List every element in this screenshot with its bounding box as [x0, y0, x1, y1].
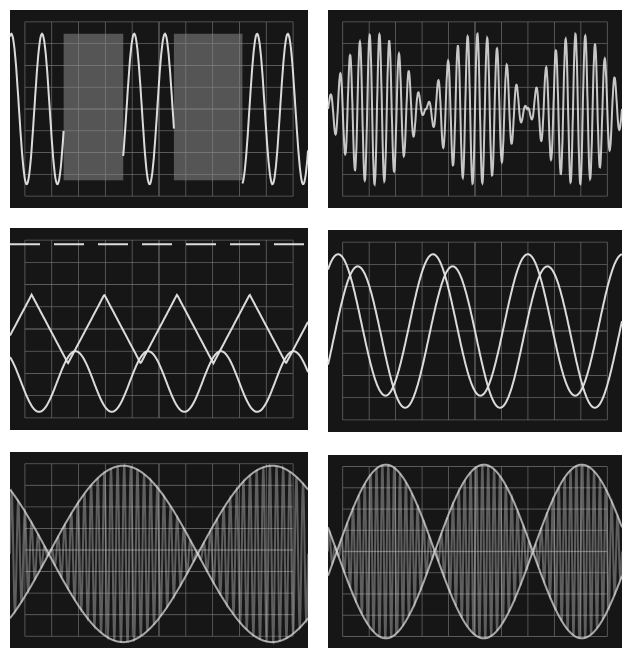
scope-screen	[328, 10, 622, 208]
waveform-trace	[328, 465, 622, 639]
burst-block	[174, 34, 243, 181]
scope-screen	[328, 230, 622, 432]
page: (() => { const data = JSON.parse(documen…	[0, 0, 635, 653]
burst-block	[64, 34, 124, 181]
oscilloscope-photos	[0, 0, 635, 653]
scope-screen	[328, 455, 622, 648]
scope-screen	[10, 452, 308, 648]
scope-screen	[10, 228, 308, 430]
scope-screen	[10, 10, 308, 208]
